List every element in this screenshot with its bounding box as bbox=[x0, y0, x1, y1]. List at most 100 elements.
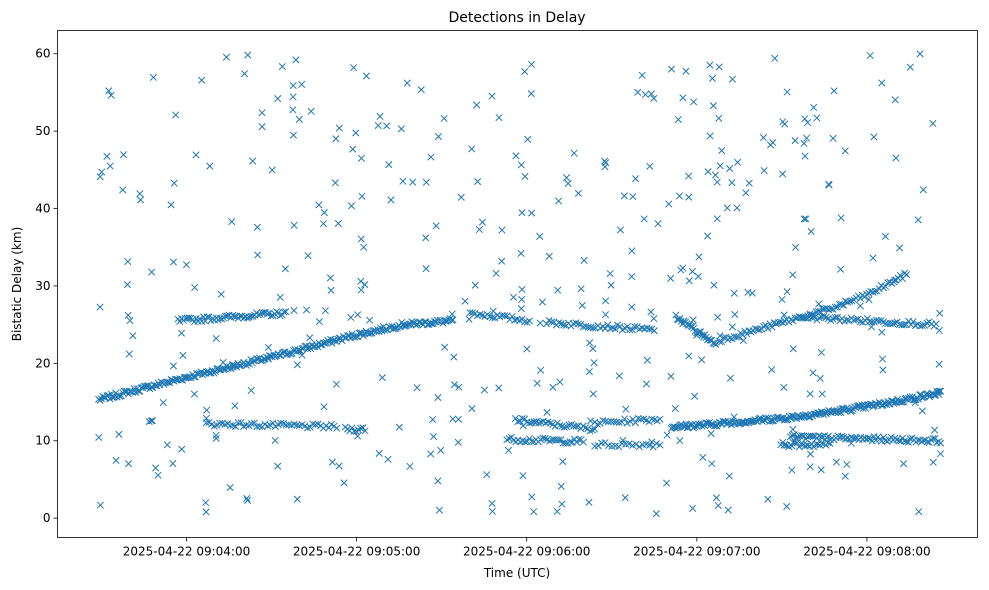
noise-point bbox=[95, 433, 103, 441]
track-point bbox=[594, 442, 602, 450]
noise-point bbox=[638, 71, 646, 79]
noise-point bbox=[650, 94, 658, 102]
noise-point bbox=[690, 98, 698, 106]
noise-point bbox=[129, 332, 137, 340]
noise-point bbox=[212, 434, 220, 443]
noise-point bbox=[778, 295, 786, 304]
track-point bbox=[572, 422, 580, 430]
track-point bbox=[824, 439, 832, 447]
track-point bbox=[604, 321, 612, 329]
noise-point bbox=[629, 193, 637, 201]
noise-point bbox=[780, 383, 788, 391]
noise-point bbox=[105, 87, 113, 95]
y-tick-label: 20 bbox=[35, 356, 50, 370]
track-point bbox=[768, 323, 776, 331]
noise-point bbox=[461, 297, 469, 305]
track-point bbox=[884, 279, 892, 287]
noise-point bbox=[714, 501, 722, 510]
track-point bbox=[767, 417, 775, 425]
noise-point bbox=[326, 274, 334, 282]
noise-point bbox=[810, 103, 818, 112]
noise-point bbox=[914, 216, 922, 224]
noise-point bbox=[676, 437, 684, 445]
track-point bbox=[543, 320, 551, 328]
track-point bbox=[116, 392, 124, 401]
noise-point bbox=[564, 179, 572, 188]
track-point bbox=[789, 317, 797, 325]
track-point bbox=[468, 309, 477, 317]
noise-point bbox=[148, 417, 156, 425]
noise-point bbox=[688, 267, 696, 275]
noise-point bbox=[219, 358, 227, 367]
track-point bbox=[333, 424, 341, 432]
track-point bbox=[190, 373, 198, 381]
track-point bbox=[604, 418, 612, 426]
noise-point bbox=[123, 281, 131, 289]
noise-point bbox=[716, 332, 724, 340]
noise-point bbox=[206, 162, 214, 170]
track-point bbox=[525, 419, 533, 427]
noise-point bbox=[803, 134, 811, 142]
noise-point bbox=[289, 131, 298, 139]
noise-point bbox=[748, 289, 756, 297]
noise-point bbox=[495, 114, 503, 122]
noise-point bbox=[474, 177, 482, 186]
noise-point bbox=[549, 383, 557, 391]
track-point bbox=[426, 319, 434, 327]
noise-point bbox=[430, 432, 438, 441]
noise-point bbox=[475, 225, 483, 234]
track-point bbox=[254, 311, 262, 319]
track-point bbox=[906, 435, 914, 443]
track-point bbox=[556, 421, 564, 430]
track-point bbox=[645, 325, 653, 333]
track-point bbox=[833, 313, 842, 321]
noise-point bbox=[519, 472, 527, 480]
noise-point bbox=[315, 201, 323, 209]
track-point bbox=[210, 422, 218, 430]
track-point bbox=[826, 439, 834, 448]
track-point bbox=[309, 420, 317, 428]
track-point bbox=[535, 419, 543, 427]
noise-point bbox=[667, 65, 676, 73]
noise-point bbox=[457, 193, 465, 201]
noise-point bbox=[357, 277, 365, 285]
track-point bbox=[525, 317, 534, 325]
track-point bbox=[593, 420, 602, 428]
noise-point bbox=[589, 390, 597, 398]
noise-point bbox=[357, 286, 365, 294]
track-point bbox=[253, 423, 261, 431]
track-point bbox=[650, 327, 658, 335]
track-point bbox=[277, 419, 285, 427]
noise-point bbox=[468, 404, 476, 413]
noise-point bbox=[495, 384, 503, 392]
noise-point bbox=[306, 334, 314, 342]
noise-point bbox=[376, 112, 384, 121]
noise-point bbox=[203, 406, 211, 414]
noise-point bbox=[631, 175, 640, 183]
noise-point bbox=[292, 56, 300, 64]
noise-point bbox=[243, 494, 251, 502]
noise-point bbox=[707, 429, 715, 438]
track-point bbox=[514, 418, 522, 426]
noise-point bbox=[366, 316, 374, 324]
track-point bbox=[927, 436, 935, 444]
noise-point bbox=[788, 442, 796, 450]
noise-point bbox=[607, 281, 615, 289]
track-point bbox=[919, 436, 928, 444]
noise-point bbox=[899, 460, 908, 468]
noise-point bbox=[682, 67, 690, 75]
track-point bbox=[846, 297, 854, 305]
noise-point bbox=[715, 114, 723, 122]
noise-point bbox=[789, 425, 797, 433]
noise-point bbox=[327, 286, 335, 294]
noise-point bbox=[706, 132, 714, 140]
noise-point bbox=[488, 92, 496, 100]
track-point bbox=[183, 373, 191, 381]
track-point bbox=[850, 316, 858, 324]
noise-point bbox=[427, 153, 435, 161]
track-point bbox=[848, 297, 856, 305]
track-point bbox=[803, 441, 812, 449]
noise-point bbox=[935, 326, 943, 335]
noise-point bbox=[521, 68, 529, 76]
